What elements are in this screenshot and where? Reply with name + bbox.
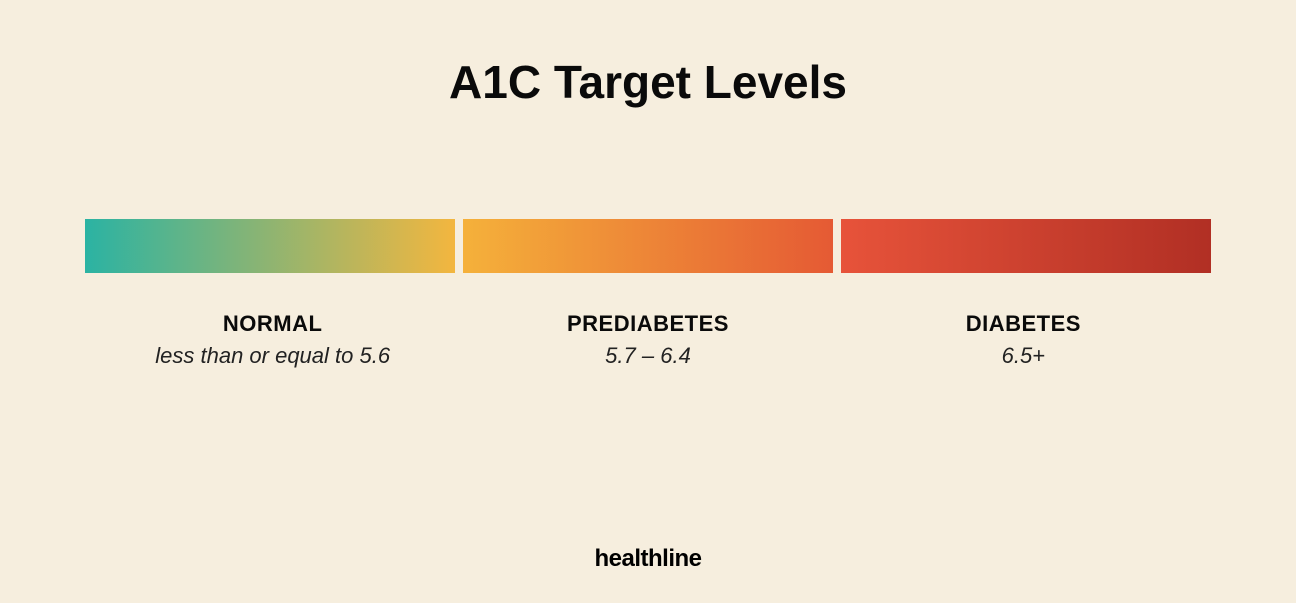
chart-title: A1C Target Levels [449, 55, 847, 109]
label-group-diabetes: DIABETES 6.5+ [836, 311, 1211, 369]
infographic-container: A1C Target Levels NORMAL less than or eq… [0, 0, 1296, 603]
category-label-diabetes: DIABETES [966, 311, 1081, 337]
bars-row [85, 219, 1211, 273]
category-range-diabetes: 6.5+ [1002, 343, 1045, 369]
bar-prediabetes [463, 219, 833, 273]
category-label-prediabetes: PREDIABETES [567, 311, 729, 337]
category-label-normal: NORMAL [223, 311, 323, 337]
bar-normal [85, 219, 455, 273]
bar-diabetes [841, 219, 1211, 273]
category-range-prediabetes: 5.7 – 6.4 [605, 343, 691, 369]
category-range-normal: less than or equal to 5.6 [155, 343, 390, 369]
brand-logo: healthline [594, 545, 701, 573]
label-group-normal: NORMAL less than or equal to 5.6 [85, 311, 460, 369]
label-group-prediabetes: PREDIABETES 5.7 – 6.4 [460, 311, 835, 369]
labels-row: NORMAL less than or equal to 5.6 PREDIAB… [85, 311, 1211, 369]
